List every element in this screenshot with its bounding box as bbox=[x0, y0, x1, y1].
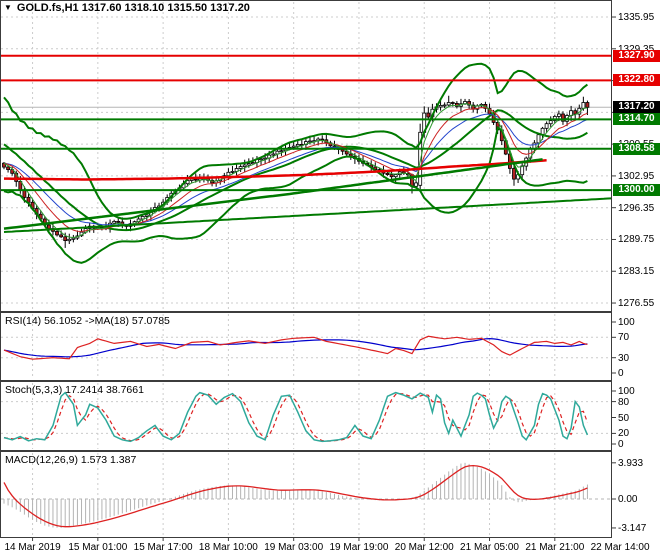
rsi-pane-label: RSI(14) 56.1052 ->MA(18) 57.0785 bbox=[5, 315, 170, 327]
time-axis-label: 20 Mar 12:00 bbox=[394, 542, 454, 553]
price-tag-1327.90: 1327.90 bbox=[613, 49, 660, 62]
time-axis-label: 22 Mar 14:00 bbox=[590, 542, 650, 553]
price-tick-label: 1302.95 bbox=[618, 170, 655, 182]
time-axis-label: 21 Mar 05:00 bbox=[460, 542, 519, 553]
price-tag-1300.00: 1300.00 bbox=[613, 184, 660, 197]
chart-title-bar: ▼ GOLD.fs,H1 1317.60 1318.10 1315.50 131… bbox=[4, 2, 250, 14]
time-axis-label: 21 Mar 21:00 bbox=[525, 542, 585, 553]
price-tick-label: 1296.35 bbox=[618, 202, 655, 214]
macd-plot bbox=[3, 462, 588, 528]
price-tick-label: 1335.95 bbox=[618, 12, 655, 24]
price-tag-1308.58: 1308.58 bbox=[613, 142, 660, 155]
symbol-dropdown-icon[interactable]: ▼ bbox=[4, 3, 12, 12]
price-tick-label: 1283.15 bbox=[618, 266, 655, 278]
time-axis-label: 19 Mar 03:00 bbox=[264, 542, 324, 553]
macd-axis-label: -3.147 bbox=[618, 522, 647, 534]
price-tag-1322.80: 1322.80 bbox=[613, 74, 660, 87]
stoch-axis-label: 50 bbox=[618, 412, 630, 424]
time-axis-label: 14 Mar 2019 bbox=[4, 542, 61, 553]
rsi-axis-label: 30 bbox=[618, 352, 630, 364]
time-axis-label: 19 Mar 19:00 bbox=[329, 542, 389, 553]
rsi-axis-label: 0 bbox=[618, 368, 624, 379]
pane-borders bbox=[0, 0, 612, 538]
time-axis-label: 18 Mar 10:00 bbox=[198, 542, 258, 553]
chart-title: GOLD.fs,H1 1317.60 1318.10 1315.50 1317.… bbox=[16, 2, 250, 14]
stoch-axis-label: 100 bbox=[618, 386, 635, 397]
rsi-axis-label: 100 bbox=[618, 317, 635, 328]
main-pane-border bbox=[0, 0, 612, 312]
rsi-pane-border[interactable] bbox=[0, 312, 612, 381]
price-tag-1314.70: 1314.70 bbox=[613, 113, 660, 126]
rsi-plot bbox=[3, 335, 588, 360]
stoch-axis-label: 0 bbox=[618, 439, 624, 450]
trendlines-layer bbox=[3, 158, 611, 233]
stoch-axis-label: 80 bbox=[618, 396, 630, 408]
main-pane-plot bbox=[1, 54, 611, 264]
levels-layer bbox=[1, 54, 611, 192]
price-tag-1317.20: 1317.20 bbox=[613, 101, 660, 114]
macd-axis-label: 0.00 bbox=[618, 494, 638, 505]
time-axis-label: 15 Mar 17:00 bbox=[133, 542, 193, 553]
macd-pane-label: MACD(12,26,9) 1.573 1.387 bbox=[5, 454, 137, 466]
axis-ticks bbox=[32, 16, 616, 541]
macd-axis-label: 3.933 bbox=[618, 457, 644, 469]
price-tick-label: 1329.35 bbox=[618, 44, 654, 55]
price-tick-label: 1276.55 bbox=[618, 298, 655, 310]
price-tick-label: 1289.75 bbox=[618, 234, 655, 246]
stoch-axis-label: 20 bbox=[618, 428, 630, 440]
time-axis-label: 15 Mar 01:00 bbox=[68, 542, 128, 553]
stoch-pane-label: Stoch(5,3,3) 17.2414 38.7661 bbox=[5, 384, 144, 396]
macd-pane-border[interactable] bbox=[0, 451, 612, 538]
rsi-axis-label: 70 bbox=[618, 332, 630, 344]
stoch-pane-border[interactable] bbox=[0, 381, 612, 451]
stoch-plot bbox=[3, 391, 589, 443]
ema-layer bbox=[3, 103, 588, 239]
